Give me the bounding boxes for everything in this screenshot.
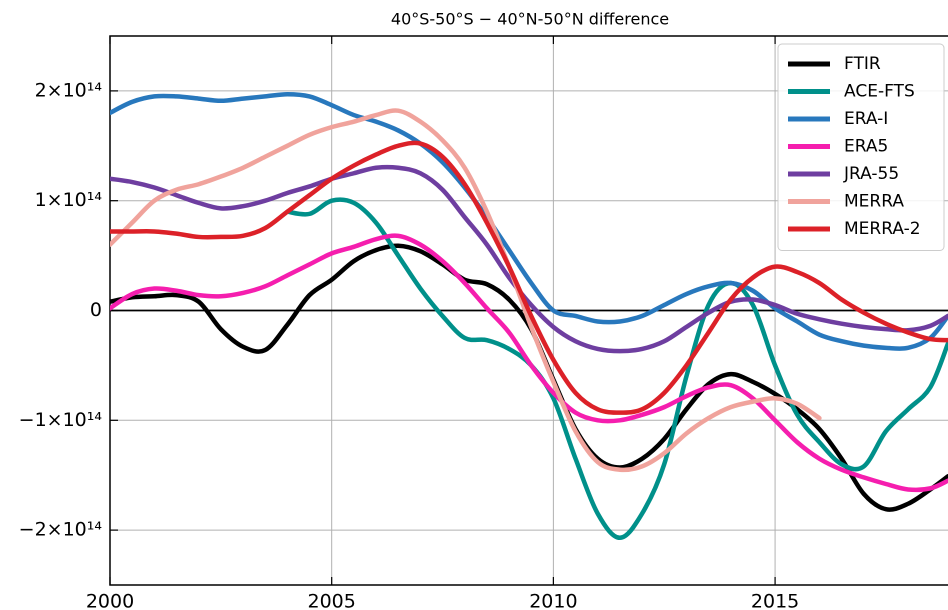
series-line bbox=[110, 164, 948, 354]
legend: FTIR ACE-FTS ERA-I ERA5 JRA-55 MERRA MERRA-2 bbox=[777, 43, 945, 251]
legend-box bbox=[777, 43, 945, 251]
y-tick-label: −2×10¹⁴ bbox=[19, 519, 103, 541]
legend-label: MERRA-2 bbox=[844, 219, 921, 239]
series-line bbox=[110, 91, 948, 351]
y-tick-label: 0 bbox=[90, 299, 102, 321]
series-line bbox=[110, 108, 822, 473]
chart-title: 40°S-50°S − 40°N-50°N difference bbox=[391, 10, 669, 29]
legend-label: JRA-55 bbox=[843, 164, 899, 184]
x-tick-label: 2005 bbox=[308, 591, 356, 610]
y-tick-label: −1×10¹⁴ bbox=[19, 409, 103, 431]
y-tick-label: 1×10¹⁴ bbox=[35, 189, 103, 211]
series-line bbox=[110, 140, 948, 415]
x-tick-label: 2015 bbox=[751, 591, 799, 610]
plot-lines bbox=[110, 91, 948, 541]
legend-label: FTIR bbox=[844, 54, 881, 74]
y-tick-label: 2×10¹⁴ bbox=[35, 79, 103, 101]
x-tick-label: 2010 bbox=[529, 591, 577, 610]
legend-label: MERRA bbox=[844, 192, 904, 212]
series-line bbox=[285, 197, 948, 541]
x-tick-label: 2000 bbox=[86, 591, 134, 610]
legend-label: ERA-I bbox=[844, 109, 888, 129]
legend-label: ACE-FTS bbox=[844, 82, 915, 102]
legend-label: ERA5 bbox=[844, 137, 888, 157]
series-line bbox=[110, 233, 948, 493]
